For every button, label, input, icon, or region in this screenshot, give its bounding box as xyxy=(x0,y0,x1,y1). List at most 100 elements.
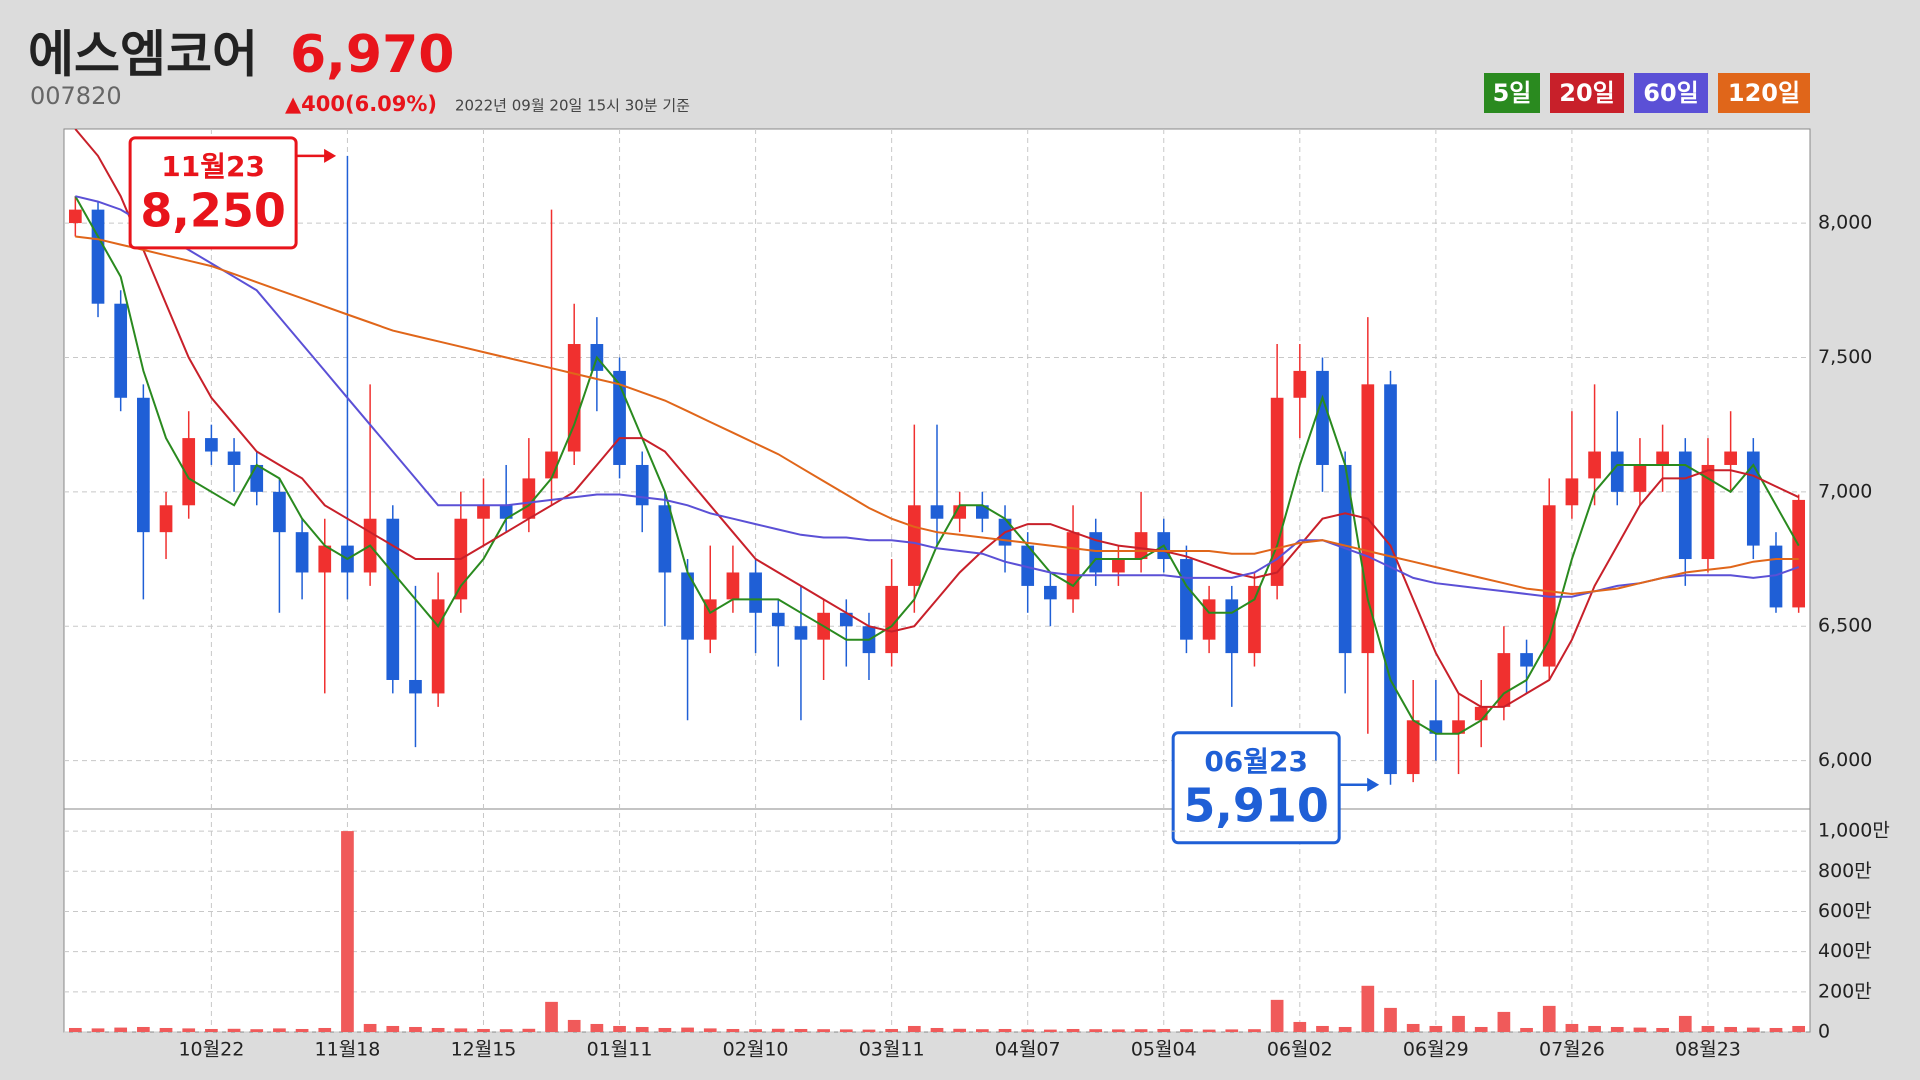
x-tick-label: 10월22 xyxy=(178,1039,244,1061)
candle-body xyxy=(522,478,536,519)
volume-bar xyxy=(771,1028,785,1032)
annotation-date: 11월23 xyxy=(161,150,265,183)
candle-body xyxy=(137,397,150,533)
stock-name: 에스엠코어 xyxy=(28,26,258,84)
legend-swatch xyxy=(1550,73,1624,113)
volume-bar xyxy=(1724,1026,1737,1032)
volume-bar xyxy=(409,1026,422,1032)
volume-bar xyxy=(1066,1028,1080,1032)
candle-body xyxy=(1293,370,1307,398)
annotation-arrowhead xyxy=(1367,777,1380,792)
volume-bar xyxy=(590,1023,604,1032)
volume-bar xyxy=(159,1027,173,1032)
volume-bar xyxy=(341,831,354,1032)
annotation-value: 5,910 xyxy=(1183,778,1329,832)
candle-body xyxy=(1134,532,1148,560)
candle-body xyxy=(681,572,694,640)
legend-swatch xyxy=(1484,73,1540,113)
volume-bar xyxy=(1112,1029,1125,1032)
volume-bar xyxy=(839,1029,853,1032)
y-tick-label: 6,000 xyxy=(1818,749,1872,771)
candle-body xyxy=(885,585,898,654)
volume-bar xyxy=(1180,1029,1193,1032)
candle-body xyxy=(477,505,490,519)
candle-body xyxy=(567,344,581,452)
volume-bar xyxy=(1520,1027,1533,1032)
volume-bar xyxy=(227,1028,241,1032)
candle-body xyxy=(114,303,128,398)
candle-body xyxy=(907,505,921,586)
volume-bar xyxy=(91,1028,105,1032)
x-tick-label: 01월11 xyxy=(587,1039,653,1061)
volume-bar xyxy=(295,1028,309,1032)
x-tick-label: 11월18 xyxy=(315,1039,381,1061)
volume-bar xyxy=(1293,1021,1307,1032)
volume-bar xyxy=(998,1028,1012,1032)
volume-bar xyxy=(1542,1005,1556,1032)
volume-bar xyxy=(1452,1015,1465,1032)
volume-bar xyxy=(1021,1029,1035,1032)
legend-label: 60일 xyxy=(1643,79,1698,107)
legend-swatch xyxy=(1718,73,1810,113)
x-tick-label: 12월15 xyxy=(451,1039,517,1061)
volume-bar xyxy=(1429,1025,1443,1032)
legend-label: 5일 xyxy=(1493,79,1532,107)
volume-bar xyxy=(567,1019,581,1032)
y-tick-label: 7,000 xyxy=(1818,480,1872,502)
volume-bar xyxy=(681,1027,694,1032)
volume-bar xyxy=(68,1027,82,1032)
volume-bar xyxy=(137,1026,150,1032)
price-marks xyxy=(68,129,1806,785)
candle-body xyxy=(1316,370,1329,465)
candle-body xyxy=(1792,499,1806,608)
y-tick-label: 8,000 xyxy=(1818,212,1872,234)
volume-bar xyxy=(205,1028,218,1032)
candle-body xyxy=(431,599,445,694)
x-tick-label: 08월23 xyxy=(1675,1039,1741,1061)
candle-body xyxy=(182,438,196,506)
candle-body xyxy=(1565,478,1579,506)
x-tick-label: 03월11 xyxy=(859,1039,925,1061)
candle-body xyxy=(91,209,105,304)
candle-body xyxy=(1520,653,1533,667)
timestamp: 2022년 09월 20일 15시 30분 기준 xyxy=(455,97,690,115)
volume-bar xyxy=(477,1028,490,1032)
candle-body xyxy=(1429,720,1443,734)
volume-bar xyxy=(273,1028,286,1032)
annotation-value: 8,250 xyxy=(140,183,286,237)
candle-body xyxy=(749,572,762,613)
volume-bar xyxy=(522,1028,536,1032)
candle-body xyxy=(386,518,400,680)
candle-body xyxy=(1633,464,1647,492)
volume-bar xyxy=(1202,1029,1216,1032)
volume-bar xyxy=(1610,1026,1624,1032)
volume-bar xyxy=(1338,1026,1352,1032)
candle-body xyxy=(1769,545,1783,608)
candle-body xyxy=(1588,451,1601,479)
candle-body xyxy=(295,532,309,573)
y-tick-label: 600만 xyxy=(1818,900,1872,922)
volume-bar xyxy=(726,1028,740,1032)
candle-body xyxy=(1452,720,1465,734)
volume-bar xyxy=(1384,1007,1397,1032)
x-tick-label: 02월10 xyxy=(723,1039,789,1061)
volume-bar xyxy=(635,1026,649,1032)
volume-bar xyxy=(749,1029,762,1032)
candle-body xyxy=(409,679,422,694)
price-change: ▲400(6.09%) xyxy=(285,92,437,116)
candle-body xyxy=(205,438,218,452)
candle-body xyxy=(1406,720,1420,775)
volume-bar xyxy=(318,1027,332,1032)
candle-body xyxy=(1542,505,1556,667)
y-tick-label: 800만 xyxy=(1818,860,1872,882)
y-tick-label: 400만 xyxy=(1818,940,1872,962)
y-tick-label: 1,000만 xyxy=(1818,820,1890,842)
candle-body xyxy=(227,451,241,465)
candle-body xyxy=(771,612,785,627)
candle-body xyxy=(1225,599,1239,654)
candle-body xyxy=(976,505,989,519)
candle-body xyxy=(1701,464,1715,560)
volume-bar xyxy=(1792,1025,1806,1032)
volume-bar xyxy=(1497,1011,1511,1032)
